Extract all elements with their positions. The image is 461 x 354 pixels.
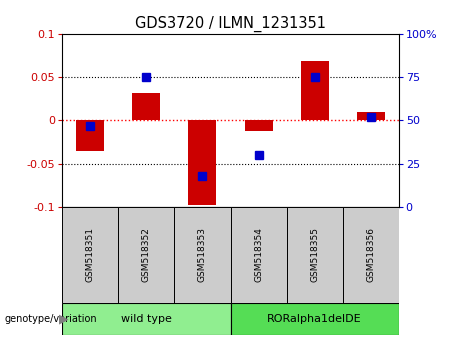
Text: GSM518351: GSM518351 — [86, 227, 95, 282]
Bar — [62, 207, 118, 303]
Bar — [76, 120, 104, 151]
Bar — [230, 303, 399, 335]
Bar — [301, 61, 329, 120]
Text: ▶: ▶ — [59, 312, 69, 325]
Bar — [357, 112, 385, 120]
Text: genotype/variation: genotype/variation — [5, 314, 97, 324]
Bar — [189, 120, 217, 205]
Text: GSM518355: GSM518355 — [310, 227, 319, 282]
Text: GSM518356: GSM518356 — [366, 227, 375, 282]
Bar — [287, 207, 343, 303]
Bar — [230, 207, 287, 303]
Text: GSM518354: GSM518354 — [254, 227, 263, 282]
Text: wild type: wild type — [121, 314, 172, 324]
Bar — [62, 303, 230, 335]
Bar — [174, 207, 230, 303]
Bar — [118, 207, 174, 303]
Bar — [343, 207, 399, 303]
Bar — [244, 120, 272, 131]
Title: GDS3720 / ILMN_1231351: GDS3720 / ILMN_1231351 — [135, 16, 326, 32]
Text: RORalpha1delDE: RORalpha1delDE — [267, 314, 362, 324]
Text: GSM518352: GSM518352 — [142, 227, 151, 282]
Text: GSM518353: GSM518353 — [198, 227, 207, 282]
Bar — [132, 93, 160, 120]
